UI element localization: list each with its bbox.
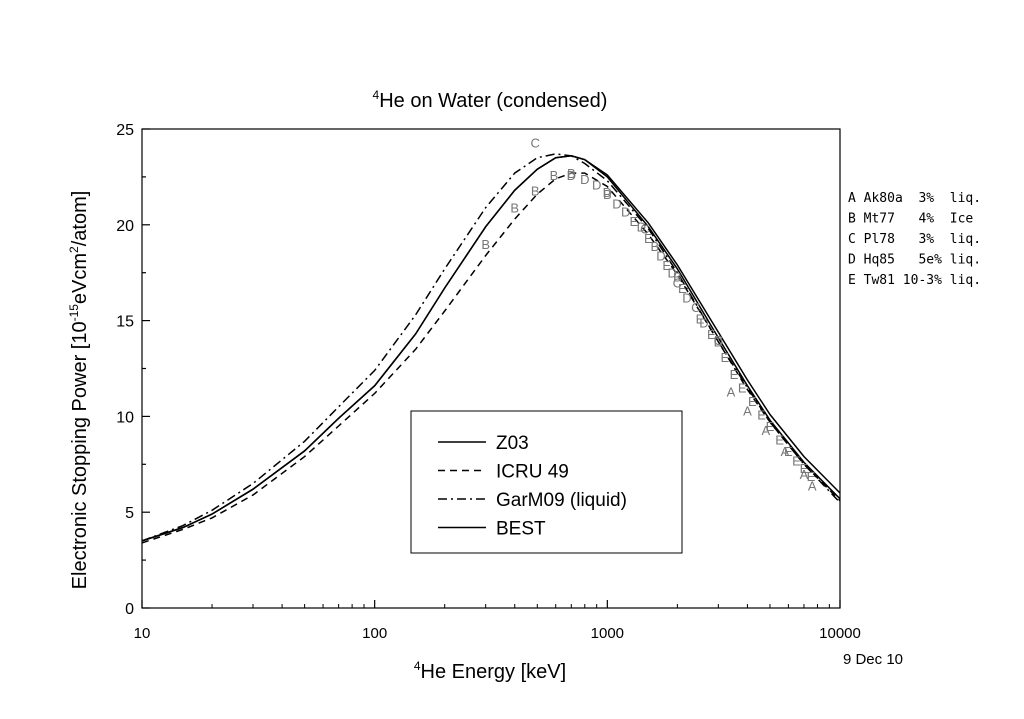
experimental-point: D (699, 316, 708, 331)
experimental-point: A (808, 478, 817, 493)
experimental-point: C (673, 275, 682, 290)
data-sources-list: A Ak80a 3% liq. B Mt77 4% Ice C Pl78 3% li… (848, 191, 981, 288)
y-label-mid: eVcm (69, 253, 91, 304)
experimental-point: E (748, 394, 757, 409)
chart-title: 4He on Water (condensed) (373, 88, 608, 112)
y-label-exp1: -15 (67, 304, 81, 322)
y-tick-label: 15 (116, 314, 134, 331)
experimental-point: E (707, 327, 716, 342)
experimental-point: D (612, 197, 621, 212)
experimental-point: A (727, 384, 736, 399)
experimental-point: D (682, 291, 691, 306)
x-label-text: He Energy [keV] (421, 661, 567, 683)
title-isotope: 4 (373, 88, 380, 102)
experimental-point: B (550, 168, 559, 183)
experimental-point: E (775, 432, 784, 447)
x-axis-ticks (141, 600, 841, 608)
x-tick-label: 10 (134, 625, 151, 642)
data-source-item: E Tw81 10-3% liq. (848, 273, 981, 288)
experimental-point: E (807, 469, 816, 484)
experimental-point: D (621, 204, 630, 219)
data-source-item: D Hq85 5e% liq. (848, 253, 981, 268)
x-tick-label: 10000 (819, 625, 861, 642)
x-tick-label: 100 (362, 625, 387, 642)
experimental-point: C (691, 300, 700, 315)
y-tick-label: 25 (116, 122, 134, 139)
y-axis-ticks (142, 128, 150, 609)
experimental-point: D (667, 266, 676, 281)
legend-box (410, 410, 683, 554)
experimental-point: D (580, 172, 589, 187)
experimental-point: E (784, 444, 793, 459)
experimental-point: E (738, 381, 747, 396)
experimental-point: B (650, 239, 659, 254)
experimental-point: A (781, 444, 790, 459)
y-label-post: /atom] (69, 191, 91, 247)
experimental-point: E (721, 350, 730, 365)
experimental-point: E (644, 231, 653, 246)
experimental-point: D (592, 178, 601, 193)
experimental-point: D (714, 335, 723, 350)
experimental-point: C (714, 333, 723, 348)
experimental-point: B (510, 201, 519, 216)
experimental-point: E (757, 407, 766, 422)
x-axis-tick-labels: 10 100 1000 10000 (134, 625, 861, 642)
experimental-point: C (640, 222, 649, 237)
experimental-point: E (792, 453, 801, 468)
experimental-point: E (678, 281, 687, 296)
experimental-point: C (531, 135, 540, 150)
experimental-point: B (567, 166, 576, 181)
experimental-point: D (637, 220, 646, 235)
y-tick-label: 20 (116, 218, 134, 235)
data-source-item: A Ak80a 3% liq. (848, 191, 981, 206)
experimental-point: E (766, 419, 775, 434)
y-tick-label: 5 (125, 505, 134, 522)
experimental-point: E (800, 461, 809, 476)
y-label-pre: Electronic Stopping Power [10 (69, 321, 91, 589)
legend: Z03 ICRU 49 GarM09 (liquid) BEST (410, 410, 683, 554)
x-tick-label: 1000 (591, 625, 624, 642)
experimental-point: B (673, 270, 682, 285)
experimental-point: A (743, 404, 752, 419)
experimental-point: A (800, 467, 809, 482)
series-lines (141, 153, 841, 544)
y-label-exp2: 2 (67, 246, 81, 253)
experimental-point: D (567, 168, 576, 183)
series-line (141, 155, 841, 542)
title-text: He on Water (condensed) (379, 90, 607, 112)
x-axis-label: 4He Energy [keV] (414, 659, 566, 683)
experimental-point: E (630, 214, 639, 229)
data-source-item: B Mt77 4% Ice (848, 212, 973, 227)
legend-label: GarM09 (liquid) (496, 490, 627, 511)
experimental-point: A (761, 423, 770, 438)
data-source-item: C Pl78 3% liq. (848, 232, 981, 247)
experimental-point: B (531, 183, 540, 198)
y-tick-label: 0 (125, 601, 134, 618)
legend-label: BEST (496, 519, 546, 540)
y-axis-label: Electronic Stopping Power [10-15eVcm2/at… (67, 191, 91, 590)
legend-label: ICRU 49 (496, 462, 569, 483)
experimental-point: D (656, 248, 665, 263)
experimental-point: D (603, 185, 612, 200)
legend-label: Z03 (496, 433, 529, 454)
y-axis-tick-labels: 0 5 10 15 20 25 (116, 122, 134, 618)
experimental-point: E (662, 258, 671, 273)
y-tick-label: 10 (116, 409, 134, 426)
experimental-point: B (481, 237, 490, 252)
x-label-isotope: 4 (414, 659, 421, 673)
experimental-point: B (603, 187, 612, 202)
experimental-point: E (730, 367, 739, 382)
experimental-point: E (696, 312, 705, 327)
date-stamp: 9 Dec 10 (843, 651, 903, 668)
